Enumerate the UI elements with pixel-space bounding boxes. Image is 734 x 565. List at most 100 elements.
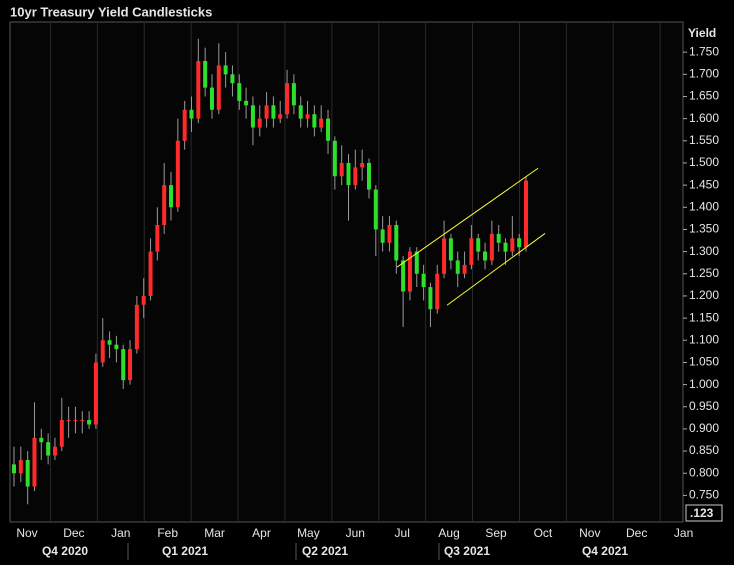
y-tick-label: 1.300 bbox=[689, 244, 719, 258]
candle-body bbox=[435, 273, 440, 310]
y-tick-label: 1.500 bbox=[689, 155, 719, 169]
candle-body bbox=[489, 233, 494, 261]
y-tick-label: 1.050 bbox=[689, 355, 719, 369]
y-tick-label: 0.800 bbox=[689, 465, 719, 479]
y-tick-label: 0.750 bbox=[689, 488, 719, 502]
y-tick-label: 0.850 bbox=[689, 443, 719, 457]
candle-body bbox=[455, 260, 460, 274]
y-tick-label: 1.250 bbox=[689, 266, 719, 280]
candle-body bbox=[373, 189, 378, 230]
candle-body bbox=[496, 233, 501, 243]
x-tick-label: Feb bbox=[157, 526, 178, 540]
candle-body bbox=[517, 238, 522, 248]
quarter-label: Q3 2021 bbox=[444, 544, 490, 558]
candle-body bbox=[448, 238, 453, 261]
candle-body bbox=[189, 109, 194, 119]
x-tick-label: Dec bbox=[626, 526, 647, 540]
candle-body bbox=[141, 295, 146, 305]
candle-body bbox=[524, 180, 528, 248]
candle-body bbox=[100, 340, 105, 363]
candle-body bbox=[442, 238, 447, 274]
candle-body bbox=[271, 105, 276, 119]
x-tick-label: Sep bbox=[485, 526, 507, 540]
candle-body bbox=[319, 118, 324, 128]
candle-body bbox=[346, 162, 351, 186]
candle-body bbox=[237, 83, 242, 101]
candle-body bbox=[476, 238, 481, 252]
candle-body bbox=[169, 185, 174, 208]
candle-body bbox=[298, 105, 303, 119]
candle-body bbox=[209, 87, 214, 110]
candle-body bbox=[39, 437, 44, 443]
y-tick-label: 1.750 bbox=[689, 44, 719, 58]
candle-body bbox=[421, 273, 426, 288]
candle-body bbox=[360, 162, 365, 168]
candle-body bbox=[216, 65, 221, 110]
candle-body bbox=[257, 118, 262, 128]
candle-body bbox=[339, 162, 344, 177]
candle-body bbox=[407, 251, 412, 292]
y-tick-label: 0.900 bbox=[689, 421, 719, 435]
candle-body bbox=[305, 114, 310, 119]
x-tick-label: Oct bbox=[534, 526, 553, 540]
x-tick-label: Jan bbox=[111, 526, 130, 540]
y-tick-label: 1.600 bbox=[689, 111, 719, 125]
candle-body bbox=[353, 167, 358, 186]
candle-body bbox=[230, 74, 235, 84]
candle-body bbox=[291, 83, 296, 106]
candle-body bbox=[312, 114, 317, 128]
candle-body bbox=[469, 238, 474, 265]
x-tick-label: Nov bbox=[16, 526, 37, 540]
candle-body bbox=[148, 251, 153, 296]
x-tick-label: May bbox=[297, 526, 320, 540]
y-tick-label: 1.400 bbox=[689, 199, 719, 213]
candle-body bbox=[394, 225, 399, 261]
candle-body bbox=[25, 459, 30, 487]
candle-body bbox=[121, 349, 126, 381]
corner-box bbox=[685, 504, 723, 522]
candle-body bbox=[46, 442, 51, 456]
quarter-label: Q4 2020 bbox=[42, 544, 88, 558]
candle-body bbox=[278, 114, 283, 119]
x-tick-label: Nov bbox=[579, 526, 600, 540]
y-tick-label: 1.650 bbox=[689, 89, 719, 103]
candle-body bbox=[387, 225, 392, 243]
x-tick-label: Jun bbox=[346, 526, 365, 540]
x-tick-label: Mar bbox=[204, 526, 225, 540]
x-tick-label: Jan bbox=[674, 526, 693, 540]
candle-body bbox=[59, 420, 64, 447]
candle-body bbox=[285, 83, 290, 115]
y-tick-label: 1.550 bbox=[689, 133, 719, 147]
candle-body bbox=[52, 446, 57, 456]
x-tick-label: Jul bbox=[395, 526, 410, 540]
candle-body bbox=[182, 109, 187, 141]
candle-body bbox=[428, 287, 433, 310]
quarter-label: Q4 2021 bbox=[582, 544, 628, 558]
candle-body bbox=[244, 100, 249, 106]
candle-body bbox=[250, 105, 255, 128]
candle-body bbox=[196, 61, 201, 119]
candle-body bbox=[483, 251, 488, 261]
candle-body bbox=[503, 242, 508, 252]
candle-body bbox=[80, 420, 85, 422]
candle-body bbox=[223, 65, 228, 75]
candle-body bbox=[332, 140, 337, 177]
candle-body bbox=[93, 362, 98, 425]
candle-body bbox=[264, 105, 269, 119]
corner-label: .123 bbox=[690, 506, 714, 520]
x-tick-label: Aug bbox=[438, 526, 459, 540]
y-tick-label: 1.200 bbox=[689, 288, 719, 302]
x-tick-label: Dec bbox=[63, 526, 84, 540]
candle-body bbox=[114, 344, 119, 350]
candle-body bbox=[366, 162, 371, 190]
y-axis-label: Yield bbox=[688, 26, 716, 40]
chart-title: 10yr Treasury Yield Candlesticks bbox=[10, 4, 212, 19]
candle-body bbox=[203, 61, 208, 88]
candle-body bbox=[87, 420, 92, 425]
quarter-label: Q1 2021 bbox=[162, 544, 208, 558]
candle-body bbox=[66, 420, 71, 422]
candle-body bbox=[380, 229, 385, 243]
candle-body bbox=[401, 260, 406, 292]
y-tick-label: 1.700 bbox=[689, 66, 719, 80]
